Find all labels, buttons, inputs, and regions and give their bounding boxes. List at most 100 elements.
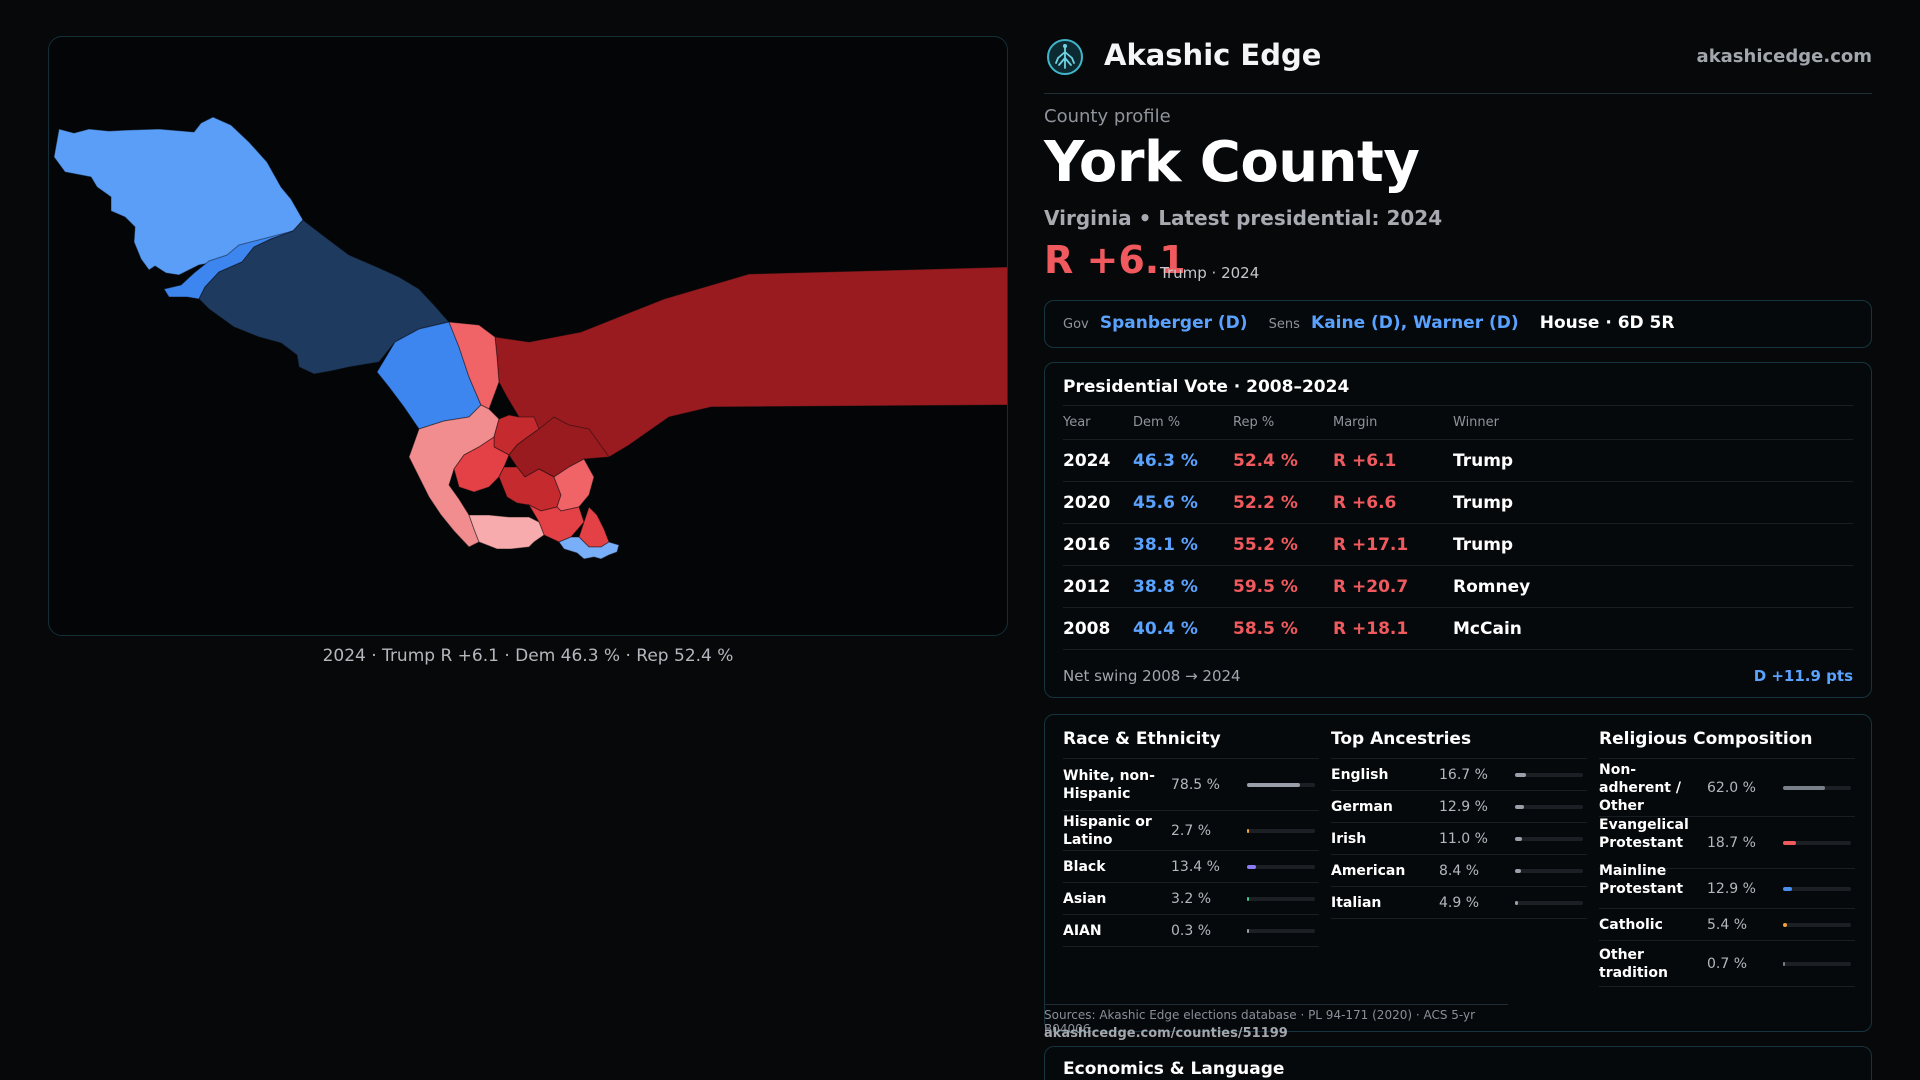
brand-header: Akashic Edge akashicedge.com — [1044, 36, 1872, 94]
share-bar-fill — [1783, 962, 1785, 966]
list-item: White, non-Hispanic 78.5 % — [1063, 759, 1319, 811]
share-bar-fill — [1515, 805, 1524, 809]
brand-name: Akashic Edge — [1104, 38, 1322, 72]
presidential-vote-title: Presidential Vote · 2008–2024 — [1063, 377, 1350, 397]
net-swing-label: Net swing 2008 → 2024 — [1063, 667, 1241, 685]
row-percent: 12.9 % — [1439, 799, 1488, 815]
top-ancestries-section: Top Ancestries English 16.7 % German 12.9 %… — [1331, 729, 1587, 919]
list-item: Irish 11.0 % — [1331, 823, 1587, 855]
share-bar-fill — [1783, 923, 1787, 927]
row-percent: 78.5 % — [1171, 777, 1220, 793]
row-label: Asian — [1063, 891, 1107, 907]
cell-rep: 52.4 % — [1233, 439, 1333, 482]
share-bar — [1247, 783, 1315, 787]
precinct-shape[interactable] — [448, 321, 500, 410]
economics-language-card: Economics & Language — [1044, 1046, 1872, 1080]
headline-margin-note: Trump · 2024 — [1160, 264, 1260, 282]
cell-rep: 58.5 % — [1233, 607, 1333, 650]
row-label: Catholic — [1599, 917, 1663, 933]
precinct-shape[interactable] — [198, 219, 450, 375]
share-bar — [1247, 929, 1315, 933]
governor-name: Spanberger (D) — [1099, 313, 1248, 333]
row-percent: 0.3 % — [1171, 923, 1212, 939]
col-header-dem: Dem % — [1133, 405, 1233, 440]
cell-winner: McCain — [1453, 607, 1853, 650]
table-row: 2008 40.4 % 58.5 % R +18.1 McCain — [1063, 607, 1853, 650]
row-label: English — [1331, 767, 1389, 783]
share-bar-fill — [1247, 783, 1301, 787]
list-item: Non-adherent / Other 62.0 % — [1599, 759, 1855, 817]
cell-rep: 59.5 % — [1233, 565, 1333, 608]
row-label: Other tradition — [1599, 947, 1668, 981]
share-bar — [1783, 841, 1851, 845]
row-percent: 16.7 % — [1439, 767, 1488, 783]
col-header-winner: Winner — [1453, 405, 1853, 440]
precinct-shape[interactable] — [558, 536, 620, 560]
share-bar — [1515, 901, 1583, 905]
col-header-year: Year — [1063, 405, 1133, 440]
cell-dem: 40.4 % — [1133, 607, 1233, 650]
share-bar — [1783, 786, 1851, 790]
share-bar — [1247, 829, 1315, 833]
share-bar-fill — [1783, 786, 1826, 790]
precinct-shape[interactable] — [494, 266, 1008, 460]
share-bar — [1515, 869, 1583, 873]
top-ancestries-title: Top Ancestries — [1331, 729, 1587, 759]
share-bar — [1783, 923, 1851, 927]
sources-note: Sources: Akashic Edge elections database… — [1044, 1004, 1508, 1036]
cell-year: 2012 — [1063, 565, 1133, 608]
presidential-vote-table: Year Dem % Rep % Margin Winner 2024 46.3… — [1063, 405, 1853, 650]
share-bar — [1515, 773, 1583, 777]
row-percent: 2.7 % — [1171, 823, 1212, 839]
row-percent: 12.9 % — [1707, 881, 1756, 897]
cell-margin: R +6.6 — [1333, 481, 1453, 524]
presidential-vote-card: Presidential Vote · 2008–2024 Year Dem %… — [1044, 362, 1872, 698]
cell-dem: 38.1 % — [1133, 523, 1233, 566]
row-label: Non-adherent / Other — [1599, 762, 1681, 814]
share-bar — [1783, 962, 1851, 966]
cell-year: 2020 — [1063, 481, 1133, 524]
page-subtitle: Virginia • Latest presidential: 2024 — [1044, 206, 1443, 230]
list-item: Asian 3.2 % — [1063, 883, 1319, 915]
row-label: White, non-Hispanic — [1063, 768, 1155, 802]
share-bar-fill — [1515, 901, 1519, 905]
cell-rep: 55.2 % — [1233, 523, 1333, 566]
row-percent: 11.0 % — [1439, 831, 1488, 847]
brand-domain-link[interactable]: akashicedge.com — [1696, 46, 1872, 67]
cell-rep: 52.2 % — [1233, 481, 1333, 524]
source-url-link[interactable]: akashicedge.com/counties/51199 — [1044, 1026, 1288, 1041]
list-item: English 16.7 % — [1331, 759, 1587, 791]
precinct-map[interactable] — [49, 37, 1008, 636]
table-row: 2020 45.6 % 52.2 % R +6.6 Trump — [1063, 481, 1853, 524]
row-label: Hispanic or Latino — [1063, 814, 1152, 848]
cell-year: 2024 — [1063, 439, 1133, 482]
row-label: AIAN — [1063, 923, 1102, 939]
list-item: Catholic 5.4 % — [1599, 909, 1855, 941]
table-row: 2024 46.3 % 52.4 % R +6.1 Trump — [1063, 439, 1853, 482]
precinct-shape[interactable] — [468, 514, 545, 550]
officials-card: Gov Spanberger (D) Sens Kaine (D), Warne… — [1044, 300, 1872, 348]
gov-label: Gov — [1063, 317, 1089, 332]
list-item: Black 13.4 % — [1063, 851, 1319, 883]
row-percent: 18.7 % — [1707, 835, 1756, 851]
list-item: Other tradition 0.7 % — [1599, 941, 1855, 987]
economics-language-title: Economics & Language — [1063, 1059, 1285, 1079]
cell-margin: R +18.1 — [1333, 607, 1453, 650]
precinct-shape[interactable] — [553, 458, 595, 512]
row-label: Evangelical Protestant — [1599, 817, 1689, 851]
share-bar-fill — [1515, 773, 1527, 777]
table-row: 2012 38.8 % 59.5 % R +20.7 Romney — [1063, 565, 1853, 608]
precinct-shape[interactable] — [408, 404, 500, 548]
cell-margin: R +20.7 — [1333, 565, 1453, 608]
cell-dem: 45.6 % — [1133, 481, 1233, 524]
list-item: Italian 4.9 % — [1331, 887, 1587, 919]
list-item: Mainline Protestant 12.9 % — [1599, 863, 1855, 909]
list-item: AIAN 0.3 % — [1063, 915, 1319, 947]
house-delegation: House · 6D 5R — [1539, 313, 1675, 333]
cell-dem: 38.8 % — [1133, 565, 1233, 608]
share-bar-fill — [1515, 837, 1523, 841]
county-map[interactable] — [48, 36, 1008, 636]
net-swing-value: D +11.9 pts — [1753, 667, 1853, 685]
race-ethnicity-section: Race & Ethnicity White, non-Hispanic 78.5… — [1063, 729, 1319, 947]
row-percent: 3.2 % — [1171, 891, 1212, 907]
